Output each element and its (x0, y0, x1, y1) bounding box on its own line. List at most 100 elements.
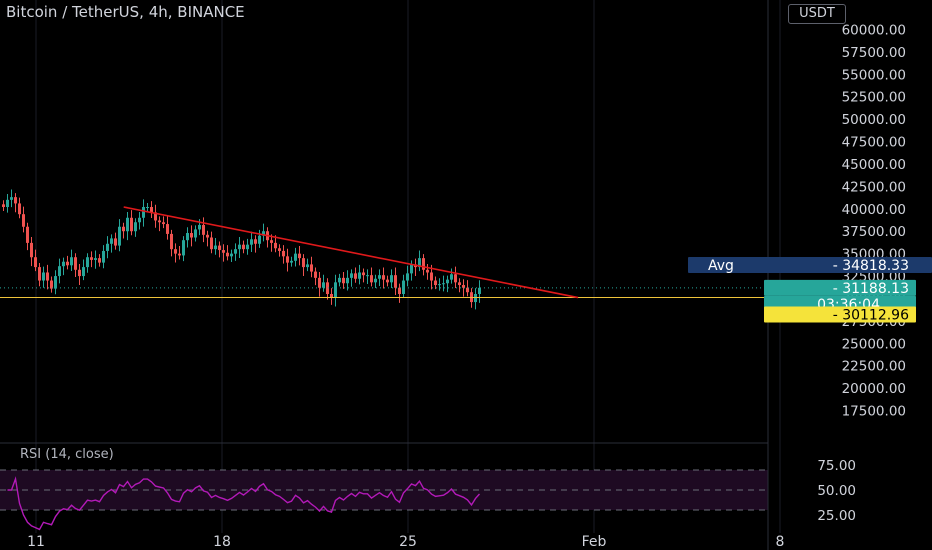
candle-body (42, 272, 45, 281)
candle-body (282, 250, 285, 257)
candle-body (446, 279, 449, 284)
y-tick-label: 37500.00 (842, 224, 906, 240)
candle-body (14, 197, 17, 204)
candle-body (430, 272, 433, 281)
candle-body (254, 239, 257, 244)
candle-body (134, 222, 137, 232)
rsi-tick-label: 25.00 (817, 508, 856, 524)
candle-body (418, 258, 421, 268)
candle-body (146, 207, 149, 209)
candle-body (166, 224, 169, 234)
candle-body (6, 199, 9, 208)
currency-button[interactable]: USDT (788, 4, 846, 24)
symbol-title[interactable]: Bitcoin / TetherUS, 4h, BINANCE (6, 3, 245, 21)
candle-body (162, 222, 165, 225)
rsi-guide-lines (0, 469, 768, 511)
candle-body (410, 264, 413, 274)
candle-body (46, 272, 49, 281)
candle-body (22, 214, 25, 227)
candle-body (422, 258, 425, 270)
candle-body (26, 226, 29, 243)
candlestick-series (2, 189, 481, 310)
candle-body (402, 280, 405, 294)
candle-body (206, 234, 209, 238)
candle-body (478, 287, 481, 294)
rsi-tick-label: 50.00 (817, 483, 856, 499)
candle-body (434, 280, 437, 286)
candle-body (138, 217, 141, 223)
candle-body (342, 277, 345, 284)
rsi-line (7, 476, 481, 531)
candle-body (346, 277, 349, 284)
candle-body (242, 244, 245, 250)
y-tick-label: 57500.00 (842, 45, 906, 61)
candle-body (90, 257, 93, 260)
candle-body (2, 204, 5, 208)
candle-body (54, 276, 57, 289)
candle-body (234, 249, 237, 254)
x-tick-label: 8 (776, 534, 785, 550)
y-tick-label: 52500.00 (842, 90, 906, 106)
candle-body (258, 235, 261, 244)
avg-value: - 34818.33 (833, 258, 909, 274)
candle-body (390, 275, 393, 283)
candle-body (98, 258, 101, 263)
candle-body (466, 287, 469, 293)
candle-body (118, 226, 121, 246)
x-tick-label: Feb (582, 534, 607, 550)
candle-body (262, 231, 265, 236)
candle-body (274, 242, 277, 249)
candle-body (318, 277, 321, 288)
candle-body (38, 267, 41, 281)
y-tick-label: 22500.00 (842, 359, 906, 375)
candle-body (150, 207, 153, 213)
candle-body (334, 282, 337, 298)
candle-body (362, 272, 365, 276)
candle-body (370, 275, 373, 283)
candle-body (314, 271, 317, 278)
candle-body (94, 258, 97, 260)
candle-body (398, 287, 401, 294)
time-axis[interactable]: 11 18 25 Feb 8 (27, 534, 784, 550)
candle-body (394, 275, 397, 288)
candle-body (50, 280, 53, 289)
candle-body (122, 226, 125, 232)
y-tick-label: 50000.00 (842, 112, 906, 128)
candle-body (102, 250, 105, 263)
candle-body (246, 244, 249, 250)
level-price-value: - 30112.96 (833, 307, 909, 323)
candle-body (198, 224, 201, 230)
candle-body (74, 257, 77, 270)
candle-body (286, 256, 289, 263)
candle-body (214, 245, 217, 250)
candle-body (142, 207, 145, 218)
candle-body (158, 220, 161, 223)
candle-body (326, 282, 329, 294)
candle-body (354, 273, 357, 279)
candle-body (450, 274, 453, 280)
rsi-indicator-label[interactable]: RSI (14, close) (20, 447, 114, 462)
candle-body (190, 233, 193, 238)
candle-body (358, 272, 361, 279)
candle-body (202, 224, 205, 235)
candle-body (114, 238, 117, 246)
avg-label: Avg (708, 258, 734, 274)
candle-body (406, 273, 409, 281)
candle-body (18, 203, 21, 215)
candle-body (338, 277, 341, 283)
price-axis[interactable]: 60000.00 57500.00 55000.00 52500.00 50000.00… (842, 22, 906, 419)
candle-body (226, 252, 229, 257)
candle-body (218, 245, 221, 251)
last-price-tag: - 31188.13 (764, 279, 916, 297)
candle-body (386, 279, 389, 283)
candle-body (62, 261, 65, 267)
y-tick-label: 42500.00 (842, 179, 906, 195)
candle-body (462, 285, 465, 288)
candle-body (438, 284, 441, 286)
candle-body (290, 260, 293, 263)
rsi-axis[interactable]: 75.00 50.00 25.00 (817, 458, 856, 524)
y-tick-label: 47500.00 (842, 135, 906, 151)
trendline[interactable] (123, 206, 579, 299)
